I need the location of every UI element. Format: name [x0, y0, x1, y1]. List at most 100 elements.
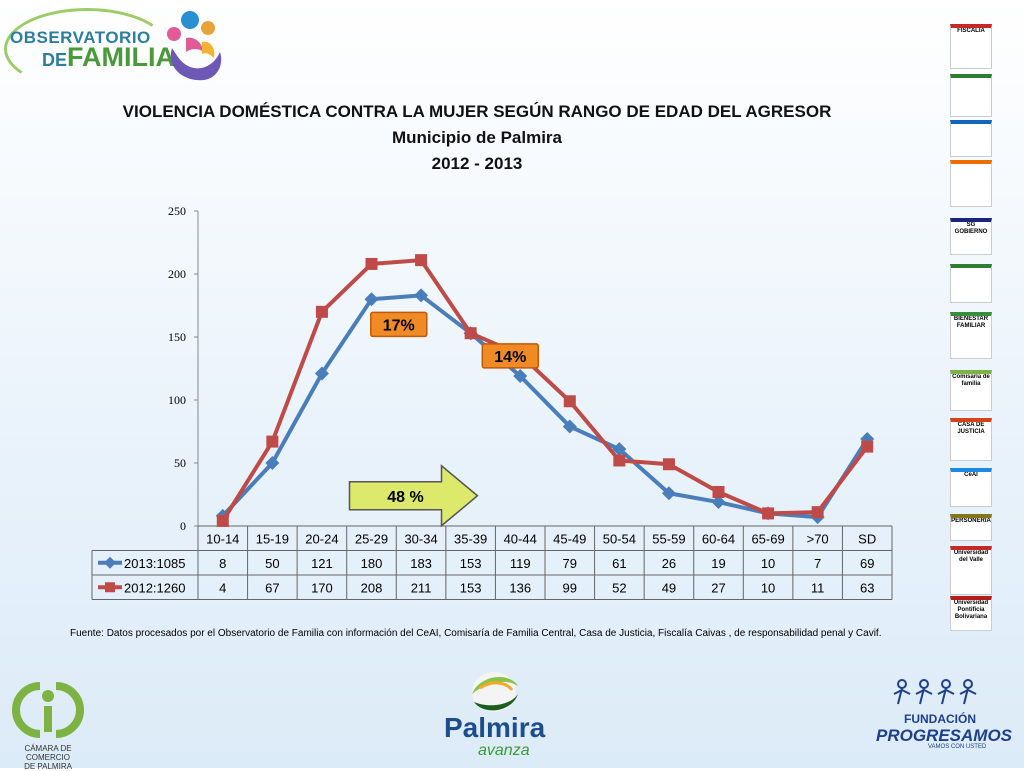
annotation-14pct-box [481, 343, 540, 369]
series-line-0 [221, 293, 869, 520]
legend-label: 2013:1085 [124, 556, 185, 571]
camara-comercio-text: CÁMARA DE COMERCIO DE PALMIRA [2, 744, 94, 771]
table-value-cell: 79 [563, 556, 577, 571]
y-tick-label: 200 [168, 267, 186, 281]
palmira-avanza-logo: Palmira avanza [432, 668, 552, 764]
partner-logo-label: CASA DE JUSTICIA [957, 422, 985, 435]
partner-logo: FISCALIA [950, 24, 992, 69]
table-value-cell: 63 [860, 580, 874, 595]
y-tick-label: 0 [180, 519, 186, 533]
palmira-word: Palmira [444, 712, 546, 743]
table-value-cell: 19 [711, 556, 725, 571]
chart-subtitle: Municipio de Palmira [391, 128, 563, 147]
partner-logo [950, 264, 992, 303]
partner-logo: Universidad Pontificia Bolivariana [950, 596, 992, 631]
palmira-sub: avanza [478, 742, 530, 759]
data-point-square [861, 440, 874, 453]
annotation-arrow-shape [348, 464, 479, 528]
data-point-diamond [314, 366, 329, 381]
table-value-cell: 170 [311, 580, 333, 595]
table-value-cell: 180 [361, 556, 383, 571]
partner-logo [950, 120, 992, 157]
logo-text-de: DE [42, 50, 68, 70]
data-point-square [712, 485, 725, 498]
partner-logo-label: Comisaría de familia [952, 374, 990, 387]
data-point-square [315, 305, 328, 318]
partner-logo: PERSONERIA [950, 514, 992, 541]
table-value-cell: 67 [265, 580, 279, 595]
table-value-cell: 27 [711, 580, 725, 595]
partner-logo-label: SG GOBIERNO [954, 222, 988, 235]
fundacion-progresamos-logo: FUNDACIÓN PROGRESAMOS VAMOS CON USTED [872, 676, 1012, 756]
chart-title: VIOLENCIA DOMÉSTICA CONTRA LA MUJER SEGÚ… [122, 102, 832, 121]
data-point-square [662, 458, 675, 471]
family-figures-icon [167, 11, 222, 81]
table-value-cell: 69 [860, 556, 874, 571]
x-category-label: 30-34 [404, 531, 437, 546]
x-category-label: 35-39 [454, 531, 487, 546]
partner-logo: CASA DE JUSTICIA [950, 418, 992, 461]
data-point-square [762, 507, 775, 520]
y-tick-label: 150 [168, 330, 186, 344]
line-chart: 0 50 100 150 200 250 10-14 15-19 20-24 25-29 30-3… [91, 204, 893, 600]
palmira-swoosh-icon [472, 672, 518, 712]
partner-logo [950, 160, 992, 207]
partner-logo-label: BIENESTAR FAMILIAR [953, 316, 989, 329]
table-value-cell: 211 [411, 580, 432, 595]
logo-text-familia: DEFAMILIA [42, 42, 175, 73]
table-value-cell: 121 [311, 556, 333, 571]
legend-label: 2012:1260 [124, 580, 185, 595]
chart-period: 2012 - 2013 [431, 154, 523, 173]
data-point-square [613, 454, 626, 467]
legend-marker-square [105, 582, 115, 593]
x-category-label: 20-24 [305, 531, 338, 546]
table-value-cell: 4 [219, 580, 226, 595]
data-point-square [216, 514, 229, 527]
table-value-cell: 10 [761, 580, 775, 595]
table-value-cell: 208 [361, 580, 383, 595]
table-value-cell: 61 [612, 556, 626, 571]
x-category-label: 60-64 [702, 531, 735, 546]
partner-logo-label: Universidad del Valle [953, 550, 989, 563]
partner-logo-label: CeAI [964, 472, 978, 478]
fundacion-label: FUNDACIÓN [904, 712, 976, 726]
data-point-diamond [711, 495, 726, 510]
data-point-diamond [265, 456, 280, 470]
data-point-diamond [414, 288, 429, 303]
table-value-cell: 49 [662, 580, 676, 595]
legend-marker-diamond [104, 556, 116, 569]
x-category-label: 65-69 [751, 531, 784, 546]
table-value-cell: 99 [563, 580, 577, 595]
x-category-label: >70 [807, 531, 829, 546]
data-point-square [365, 257, 378, 270]
source-note: Fuente: Datos procesados por el Observat… [70, 628, 882, 639]
x-category-label: 10-14 [206, 531, 239, 546]
data-point-diamond [364, 292, 379, 307]
x-category-label: 25-29 [355, 531, 388, 546]
data-point-square [811, 506, 824, 519]
x-category-label: 55-59 [652, 531, 685, 546]
y-tick-label: 50 [174, 456, 186, 470]
logo-text-familia-word: FAMILIA [67, 42, 176, 72]
ccp-line1: CÁMARA DE COMERCIO [24, 744, 72, 762]
data-point-square [415, 254, 428, 267]
data-point-square [266, 435, 279, 448]
x-category-label: 50-54 [603, 531, 636, 546]
partner-logo: CeAI [950, 468, 992, 507]
table-value-cell: 8 [219, 556, 226, 571]
annotation-14pct-label: 14% [494, 349, 526, 366]
partner-logo: Universidad del Valle [950, 546, 992, 595]
people-figures-icon [893, 679, 977, 705]
annotation-arrow-label: 48 % [387, 489, 423, 506]
camara-comercio-logo-icon [12, 682, 84, 738]
table-value-cell: 52 [612, 580, 626, 595]
partner-logo-label: PERSONERIA [951, 518, 991, 524]
table-value-cell: 153 [460, 556, 482, 571]
partner-logo: SG GOBIERNO [950, 218, 992, 255]
data-point-diamond [513, 369, 528, 384]
data-point-square [563, 395, 576, 408]
data-point-diamond [612, 442, 627, 457]
table-value-cell: 183 [410, 556, 432, 571]
table-value-cell: 136 [509, 580, 531, 595]
partner-logo: BIENESTAR FAMILIAR [950, 312, 992, 359]
